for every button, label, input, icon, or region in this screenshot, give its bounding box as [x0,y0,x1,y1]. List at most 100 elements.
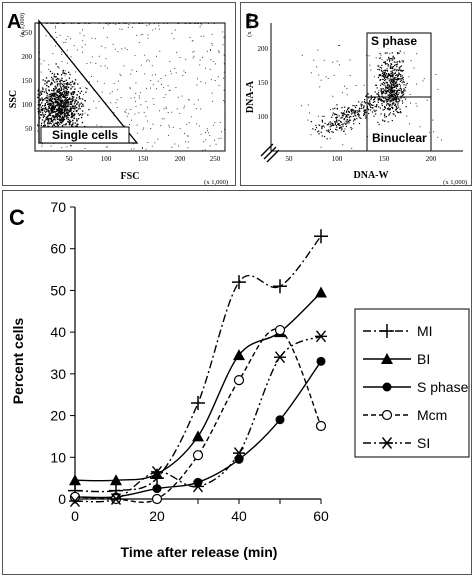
panel-a-dot [77,101,79,103]
panel-a-dot [101,91,103,93]
panel-b-dot [384,89,386,91]
panel-a-dot [61,119,63,121]
panel-a-dot [47,85,49,88]
panel-a-dot [52,101,54,103]
panel-a-dot [212,124,214,126]
panel-b-dot [370,95,372,97]
panel-b-dot [403,52,405,54]
panel-a-dot [49,103,51,105]
panel-b-dot [395,85,397,87]
panel-b-dot [391,106,393,108]
panel-b-dot [385,90,387,92]
panel-a-dot [64,101,66,103]
panel-a-dot [116,89,118,91]
panel-b-dot [395,74,398,76]
panel-b-dot [389,98,391,100]
panel-b-dot [336,60,338,62]
panel-b-dot [353,123,355,125]
panel-a-dot [54,81,56,83]
panel-a-dot [54,85,57,87]
panel-a-dot [53,117,56,119]
panel-a-dot [116,107,118,108]
panel-a-dot [130,97,132,99]
panel-a-dot [62,85,64,87]
panel-b-dot [333,74,335,76]
panel-b-dot [389,113,391,115]
panel-a-dot [66,111,68,113]
panel-a-dot [74,108,76,110]
panel-b-dot [387,90,389,92]
panel-b-dot [393,99,395,101]
panel-a-dot [65,103,67,105]
panel-a-dot [73,117,76,119]
panel-b-dot [392,79,394,81]
panel-b-dot [329,121,331,123]
panel-a-dot [169,89,171,91]
panel-b-dot [398,72,400,74]
panel-b-dot [338,123,340,125]
panel-b-dot [392,66,394,68]
panel-a-dot [70,110,72,113]
panel-a-dot [63,101,65,103]
panel-a-dot [40,106,42,108]
si-marker [110,493,122,505]
panel-a-dot [41,100,44,102]
panel-a-dot [72,125,74,127]
panel-b-dot [360,103,362,105]
panel-a-dot [63,110,66,112]
panel-a-dot [210,59,212,61]
panel-b-dot [397,102,399,104]
panel-a-dot [147,142,149,143]
panel-a-dot [146,60,148,62]
panel-b-dot [395,64,397,66]
panel-a-dot [55,87,58,89]
panel-b-dot [382,83,384,85]
binuclear-gate [366,96,432,152]
y-tick-label: 30 [50,366,66,382]
panel-b-dot [331,116,333,118]
panel-b-dot [396,97,398,99]
panel-a-dot [53,98,55,100]
panel-b-dot [393,100,395,102]
panel-a-dot [58,110,60,112]
panel-a-dot [45,92,48,94]
panel-b-dot [352,120,355,122]
panel-b-dot [343,130,345,132]
panel-b-dot [355,106,357,109]
panel-a-x-label: FSC [121,171,140,182]
panel-a-dot [185,141,187,143]
panel-a-dot [208,132,210,134]
panel-a-dot [106,36,108,38]
panel-b-dot [391,120,393,122]
panel-a-dot [116,99,118,101]
panel-a-dot [70,38,71,40]
panel-a-dot [107,24,109,26]
panel-a-dot [150,87,151,89]
panel-a-dot [75,99,77,102]
panel-a-dot [51,104,53,106]
panel-a-dot [76,118,78,120]
panel-a-dot [54,116,57,118]
panel-a-dot [42,99,45,101]
panel-a-dot [186,123,188,125]
panel-b-dot [391,102,393,104]
panel-a-dot [65,94,67,96]
panel-b-dot [392,81,394,84]
panel-a-dot [58,111,60,113]
panel-b-dot [372,104,374,106]
panel-a-dot [140,104,142,106]
panel-a-dot [57,73,59,75]
panel-b-dot [384,69,386,71]
panel-b-dot [402,77,404,79]
panel-b-dot [394,72,396,74]
panel-a-dot [141,146,143,148]
panel-a-dot [171,111,173,113]
panel-a-dot [192,57,194,59]
panel-b-dot [339,124,341,127]
panel-a-dot [52,121,54,123]
panel-b-dot [395,99,397,101]
panel-a-dot [53,75,55,77]
panel-a-dot [51,95,53,97]
panel-a-dot [55,94,57,96]
panel-a-dot [39,98,42,100]
